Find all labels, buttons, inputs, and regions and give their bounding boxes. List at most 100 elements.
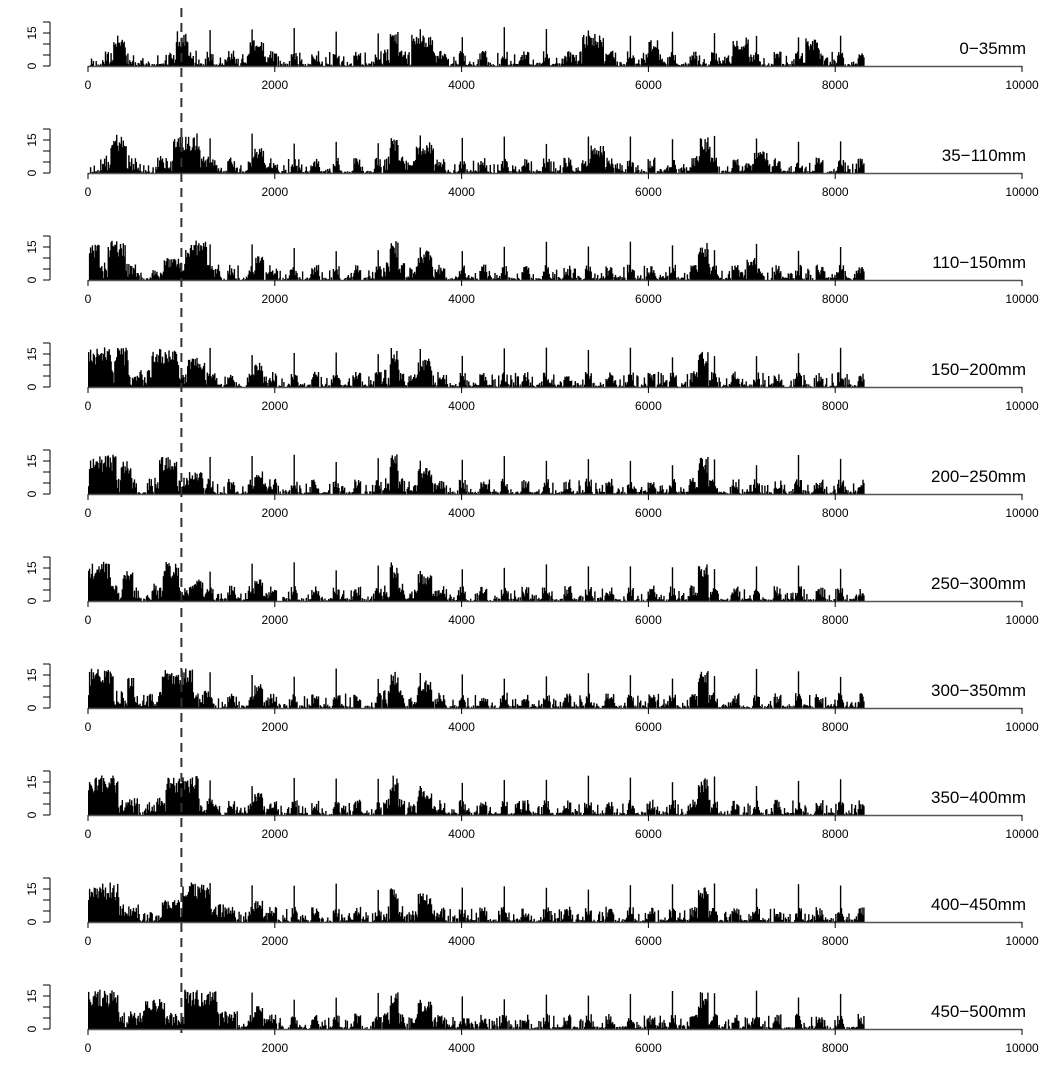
bar — [614, 274, 617, 280]
bar — [273, 701, 276, 708]
bar — [147, 706, 150, 708]
bar — [562, 702, 564, 708]
bar — [230, 489, 232, 494]
bar — [421, 151, 423, 173]
bar — [514, 492, 517, 494]
bar — [716, 60, 718, 66]
bar — [412, 706, 414, 708]
bar — [653, 159, 655, 173]
bar — [485, 271, 488, 280]
bar — [242, 54, 244, 66]
bar — [631, 269, 633, 280]
bar — [96, 348, 98, 387]
bar — [715, 53, 717, 66]
bar — [328, 385, 330, 387]
bar — [552, 171, 554, 173]
bar — [652, 167, 654, 173]
bar — [343, 385, 345, 387]
bar — [567, 377, 569, 387]
bar — [244, 707, 246, 708]
bar — [306, 385, 308, 387]
bar — [357, 595, 359, 601]
bar — [313, 479, 315, 494]
bar — [175, 461, 178, 494]
bar — [648, 487, 650, 494]
bar — [98, 468, 100, 494]
bar — [672, 159, 675, 173]
bar — [718, 278, 720, 280]
bar — [683, 491, 686, 494]
bar — [472, 382, 475, 387]
bar — [604, 61, 606, 66]
bar — [123, 472, 125, 494]
bar — [749, 165, 751, 173]
bar — [847, 384, 849, 387]
x-tick-label: 10000 — [1005, 399, 1039, 413]
bar — [762, 64, 764, 66]
bar — [754, 382, 757, 387]
bar — [95, 357, 97, 387]
bar — [358, 595, 361, 601]
bar — [773, 586, 775, 601]
bar — [223, 486, 225, 494]
bar — [230, 693, 233, 708]
bar — [646, 599, 648, 601]
bar — [171, 58, 173, 66]
bar — [126, 571, 128, 601]
x-tick-label: 2000 — [261, 613, 288, 627]
bar — [318, 595, 321, 601]
bar — [768, 599, 770, 601]
bar — [96, 672, 98, 708]
bar — [460, 592, 463, 601]
bar — [716, 488, 718, 494]
bar — [694, 166, 696, 173]
bar — [363, 599, 365, 601]
bar — [838, 265, 841, 280]
bar — [190, 588, 193, 601]
bar — [856, 273, 859, 280]
bar — [96, 461, 98, 494]
bar — [806, 42, 808, 66]
bar — [290, 700, 293, 708]
bar — [712, 588, 715, 601]
bar — [584, 492, 586, 494]
bar — [336, 487, 338, 494]
bar — [450, 64, 452, 66]
bar — [426, 468, 428, 494]
bar — [259, 46, 262, 66]
bar — [94, 675, 96, 708]
bar — [356, 158, 358, 173]
bar — [636, 63, 638, 66]
bar — [257, 691, 259, 708]
bar — [288, 384, 291, 387]
bar — [698, 355, 701, 387]
bar — [113, 588, 115, 601]
bar — [741, 166, 744, 173]
bar — [683, 272, 686, 280]
bar — [428, 37, 430, 66]
bar — [303, 696, 306, 708]
bar — [261, 156, 264, 173]
bar — [789, 273, 791, 280]
bar — [134, 264, 137, 280]
bar — [412, 41, 414, 66]
bar — [602, 38, 604, 66]
bar — [584, 589, 587, 601]
bar — [572, 490, 575, 494]
bar — [632, 372, 634, 387]
bar — [838, 372, 840, 387]
bar — [121, 39, 123, 66]
bar — [428, 142, 431, 173]
bar — [770, 492, 773, 494]
bar — [690, 585, 692, 601]
bar — [350, 385, 352, 387]
bar — [198, 243, 200, 280]
bar — [269, 479, 271, 494]
bar — [188, 145, 191, 173]
bar — [101, 682, 103, 708]
bar — [261, 582, 264, 601]
bar — [451, 491, 453, 494]
bar — [342, 594, 344, 601]
bar — [859, 487, 861, 494]
